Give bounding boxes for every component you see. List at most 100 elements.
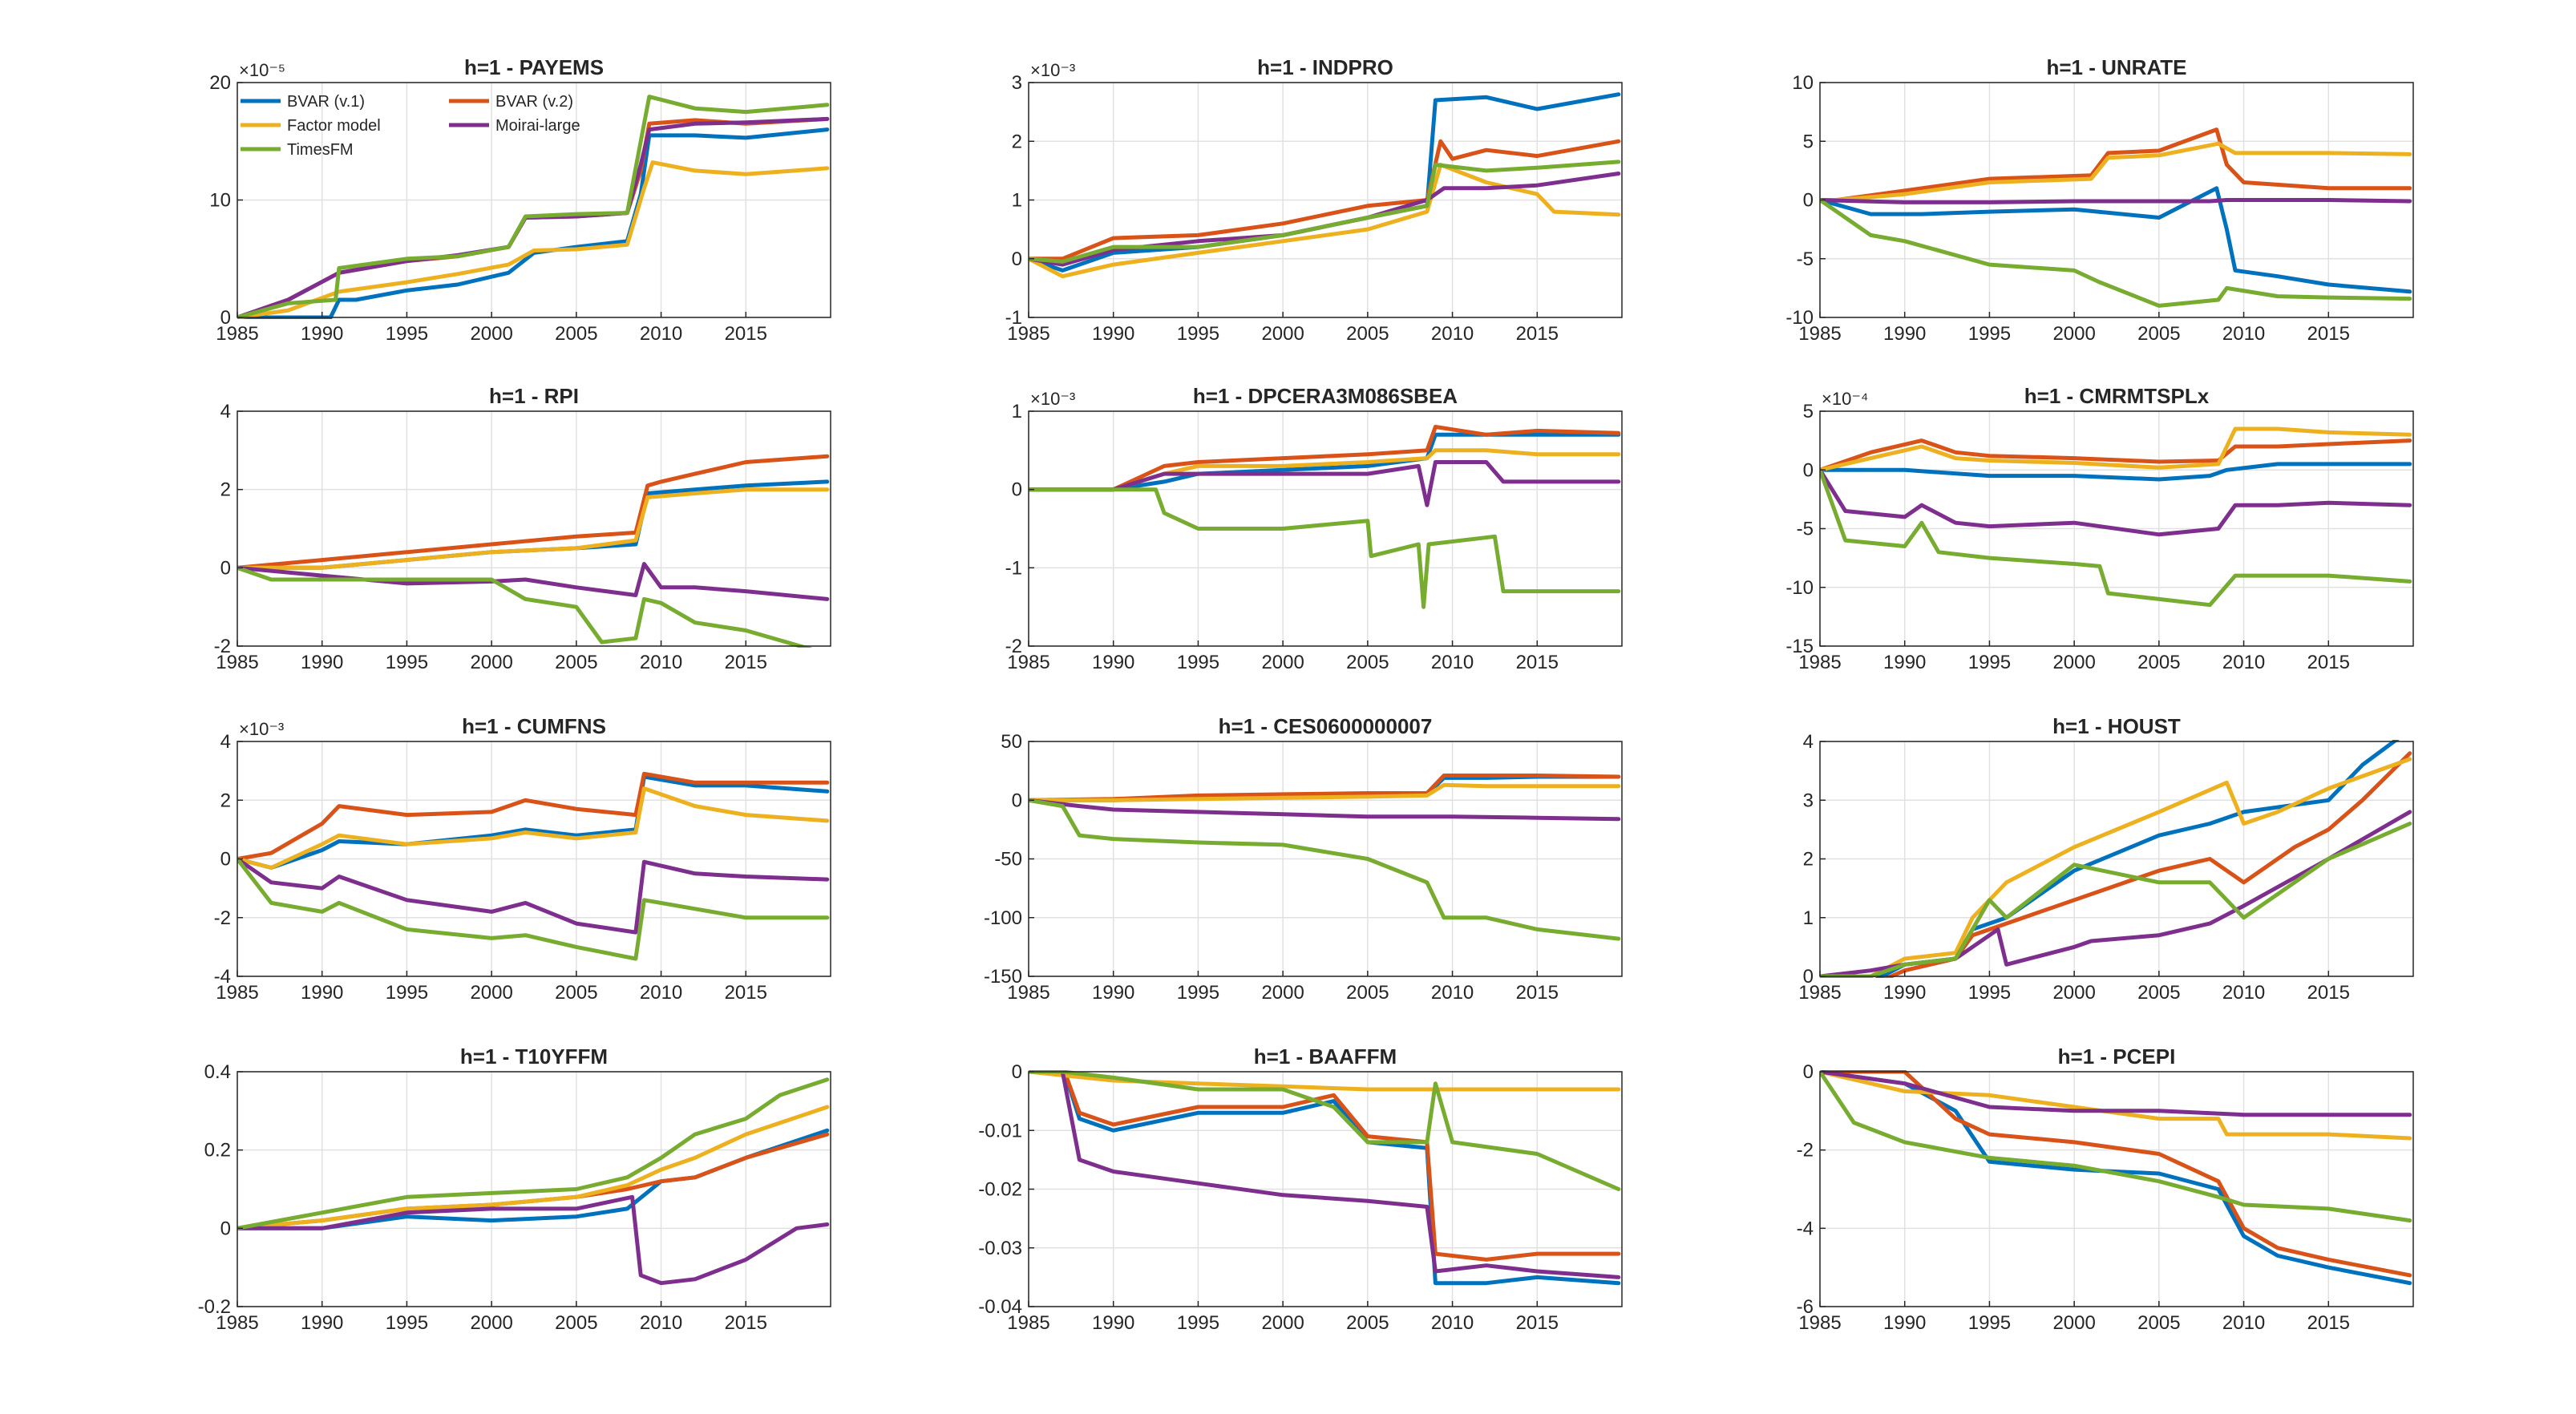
x-tick-label: 2005 (1346, 982, 1389, 1004)
x-tick-label: 2010 (2222, 323, 2265, 345)
axes-box (1819, 1071, 2414, 1307)
x-tick-label: 2005 (2137, 652, 2180, 673)
x-tick-label: 2000 (470, 1312, 512, 1334)
y-tick-label: 0.4 (204, 1061, 231, 1083)
x-tick-label: 2005 (555, 652, 597, 673)
x-tick-label: 2015 (725, 652, 767, 673)
x-tick-label: 1985 (1798, 1312, 1841, 1334)
x-tick-label: 1985 (1798, 652, 1841, 673)
legend-label: TimesFM (287, 141, 354, 159)
series-line-factor-model (237, 786, 830, 870)
subplot-title: h=1 - DPCERA3M086SBEA (1193, 384, 1458, 408)
y-tick-label: 50 (1001, 731, 1022, 753)
series-line-moirai-large (1029, 460, 1621, 507)
series-line-bvar-v-2 (1029, 774, 1621, 802)
subplot-title: h=1 - RPI (489, 384, 579, 408)
y-tick-label: -0.04 (978, 1296, 1022, 1318)
y-tick-label: 0 (1803, 459, 1814, 481)
y-tick-label: 0 (1803, 1061, 1814, 1083)
x-tick-label: 1995 (1177, 323, 1219, 345)
subplot-title: h=1 - T10YFFM (460, 1044, 608, 1069)
x-tick-label: 1995 (386, 652, 428, 673)
series-line-factor-model (1820, 426, 2412, 472)
subplot-5: 1985 1990 1995 2000 2005 2010 2015 -2 -1 0 1 ×10⁻³ h… (1005, 384, 1623, 673)
y-tick-label: 2 (1803, 849, 1814, 871)
legend-label: Moirai-large (495, 117, 580, 135)
legend-label: BVAR (v.2) (495, 93, 573, 111)
y-tick-label: 2 (220, 790, 231, 811)
x-tick-label: 1990 (1883, 323, 1926, 345)
x-tick-label: 2000 (2052, 1312, 2095, 1334)
subplot-title: h=1 - PCEPI (2058, 1044, 2176, 1069)
legend-entry: Factor model (241, 117, 381, 135)
y-tick-label: 1 (1012, 190, 1022, 212)
series-line-moirai-large (1029, 1070, 1621, 1279)
y-tick-label: 0 (1012, 790, 1022, 811)
series-group (237, 1077, 830, 1286)
y-tick-label: -150 (984, 966, 1022, 988)
series-line-bvar-v-1 (237, 774, 830, 870)
y-exponent-label: ×10⁻⁵ (239, 60, 285, 80)
series-line-bvar-v-1 (1820, 462, 2412, 482)
series-line-moirai-large (1820, 198, 2412, 204)
x-tick-label: 1995 (386, 1312, 428, 1334)
x-tick-label: 2015 (2307, 652, 2350, 673)
y-tick-label: 3 (1803, 790, 1814, 811)
subplot-title: h=1 - CMRMTSPLx (2024, 384, 2210, 408)
x-tick-label: 2010 (640, 1312, 682, 1334)
y-tick-label: 5 (1803, 131, 1814, 152)
legend-entry: BVAR (v.1) (241, 93, 365, 111)
y-exponent-label: ×10⁻³ (1030, 60, 1075, 80)
x-tick-label: 2010 (640, 982, 682, 1004)
series-line-bvar-v-2 (237, 771, 830, 861)
y-tick-label: 0 (220, 1218, 231, 1239)
y-tick-label: -15 (1785, 636, 1814, 657)
x-tick-label: 2015 (2307, 982, 2350, 1004)
series-line-bvar-v-2 (1820, 1070, 2412, 1278)
y-tick-label: -100 (984, 907, 1022, 929)
subplot-2: 1985 1990 1995 2000 2005 2010 2015 -1 0 1 2 3 ×10⁻³ h… (1005, 55, 1623, 345)
y-tick-label: -4 (214, 966, 231, 988)
y-tick-label: -2 (1005, 636, 1022, 657)
series-line-timesfm (237, 95, 830, 319)
axes-box (1028, 410, 1623, 647)
x-tick-label: 2000 (1261, 323, 1304, 345)
y-exponent-label: ×10⁻³ (239, 719, 284, 739)
x-tick-label: 2000 (470, 652, 512, 673)
subplot-11: 1985 1990 1995 2000 2005 2010 2015 -0.04 -0.03 -0… (978, 1044, 1623, 1334)
series-line-bvar-v-2 (1820, 751, 2412, 978)
y-tick-label: 0 (1803, 966, 1814, 988)
series-group (237, 95, 830, 319)
series-line-bvar-v-2 (237, 454, 830, 570)
axes-box (237, 1071, 831, 1307)
x-tick-label: 1985 (1007, 1312, 1049, 1334)
series-group (237, 771, 830, 961)
x-tick-label: 2005 (1346, 323, 1389, 345)
y-tick-label: 1 (1012, 401, 1022, 422)
x-tick-label: 2000 (1261, 1312, 1304, 1334)
legend-entry: Moirai-large (449, 117, 580, 135)
x-tick-label: 2005 (1346, 1312, 1389, 1334)
axes-background (1029, 411, 1622, 646)
x-tick-label: 1990 (301, 652, 343, 673)
x-tick-label: 1995 (1968, 982, 2011, 1004)
x-tick-label: 2010 (640, 652, 682, 673)
y-tick-label: 0 (220, 557, 231, 579)
x-tick-label: 1985 (1007, 323, 1049, 345)
subplot-12: 1985 1990 1995 2000 2005 2010 2015 -6 -4 -2 0 h=1 -… (1797, 1044, 2414, 1334)
y-tick-label: -10 (1785, 307, 1814, 329)
x-tick-label: 1990 (301, 982, 343, 1004)
subplot-7: 1985 1990 1995 2000 2005 2010 2015 -4 -2 0 2 4 ×10⁻³… (214, 714, 831, 1004)
series-line-timesfm (237, 1077, 830, 1230)
series-group (1029, 774, 1621, 941)
x-tick-label: 1990 (1883, 652, 1926, 673)
y-tick-label: 0 (1803, 190, 1814, 212)
y-tick-label: 10 (209, 190, 231, 212)
series-line-moirai-large (237, 562, 830, 601)
x-tick-label: 2000 (1261, 652, 1304, 673)
x-tick-label: 1995 (386, 982, 428, 1004)
y-exponent-label: ×10⁻³ (1030, 389, 1075, 409)
y-tick-label: -10 (1785, 577, 1814, 599)
series-line-timesfm (1820, 198, 2412, 308)
